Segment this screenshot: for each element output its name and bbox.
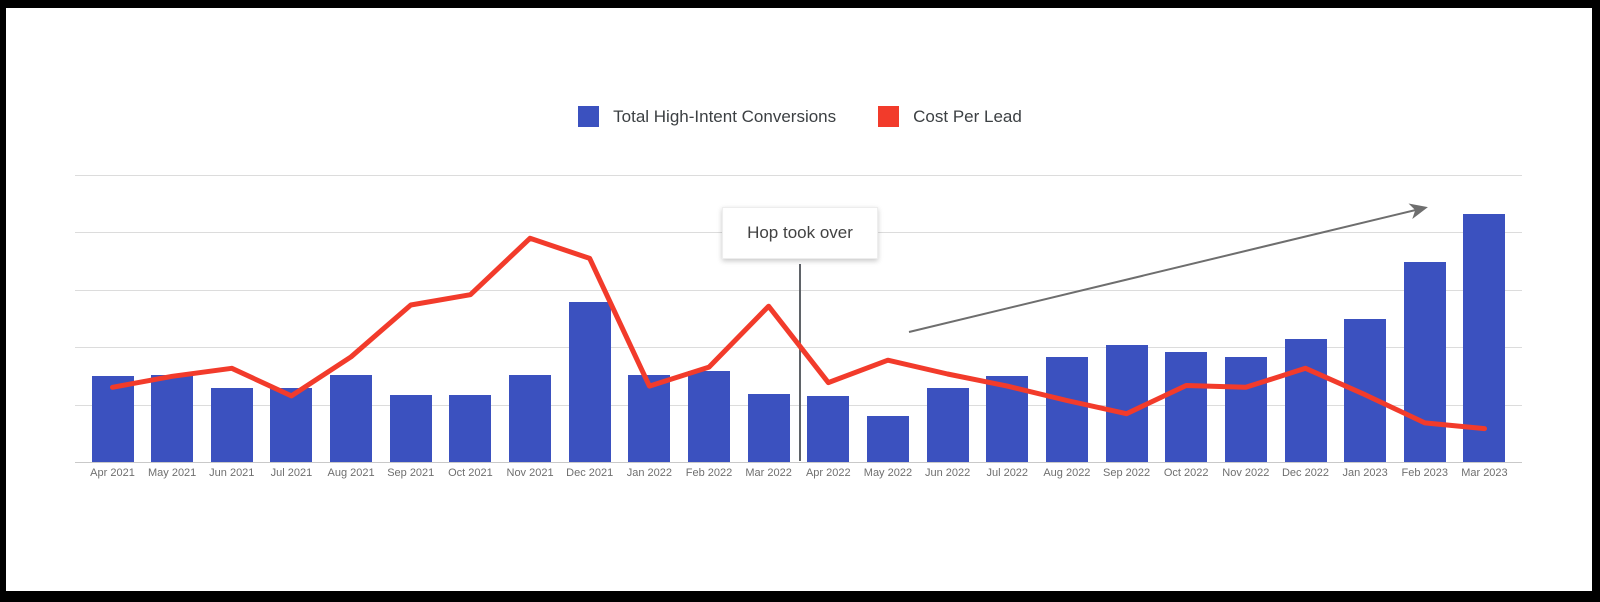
bar-jul-2022 — [986, 375, 1029, 462]
conversions-swatch-icon — [578, 106, 600, 127]
bar-aug-2022 — [1045, 357, 1088, 462]
chart-legend: Total High-Intent Conversions Cost Per L… — [0, 106, 1600, 127]
legend-item-cost-per-lead: Cost Per Lead — [878, 106, 1022, 127]
x-axis-label: Sep 2022 — [1102, 467, 1151, 479]
x-axis-label: Feb 2022 — [685, 467, 733, 479]
bar-sep-2021 — [389, 395, 432, 462]
trend-arrow — [908, 203, 1428, 333]
frame-border-right — [1592, 0, 1600, 602]
x-axis-label: Aug 2021 — [327, 467, 375, 479]
frame-border-left — [0, 0, 6, 602]
bar-oct-2021 — [449, 395, 492, 462]
x-axis-label: Jul 2021 — [270, 467, 313, 479]
bar-jun-2022 — [926, 387, 969, 462]
x-axis-label: Jul 2022 — [986, 467, 1029, 479]
bar-apr-2021 — [91, 375, 134, 462]
x-axis-label: May 2021 — [147, 467, 197, 479]
cost-per-lead-line — [110, 235, 1487, 432]
x-axis-label: Jun 2021 — [209, 467, 255, 479]
x-axis-label: Jan 2022 — [626, 467, 672, 479]
bar-mar-2022 — [747, 393, 790, 462]
legend-item-conversions: Total High-Intent Conversions — [578, 106, 836, 127]
x-axis-label: Nov 2021 — [506, 467, 554, 479]
bar-feb-2023 — [1403, 262, 1446, 462]
x-axis-label: Mar 2023 — [1461, 467, 1508, 479]
bar-may-2021 — [151, 374, 194, 462]
x-axis-label: Dec 2021 — [566, 467, 614, 479]
bar-jan-2023 — [1344, 318, 1387, 462]
bar-dec-2021 — [568, 301, 611, 462]
bar-feb-2022 — [688, 370, 730, 462]
frame-border-top — [0, 0, 1600, 8]
x-axis-label: Apr 2022 — [805, 467, 851, 479]
x-axis-label: Nov 2022 — [1222, 467, 1270, 479]
bar-jun-2021 — [210, 387, 253, 462]
bar-dec-2022 — [1284, 338, 1327, 462]
x-axis-labels: Apr 2021 May 2021 Jun 2021 Jul 2021 Aug 2021… — [0, 467, 1600, 487]
bar-nov-2021 — [509, 375, 552, 462]
legend-label-conversions: Total High-Intent Conversions — [613, 106, 837, 126]
bar-may-2022 — [866, 416, 909, 462]
bar-aug-2021 — [330, 375, 373, 462]
x-axis-label: Oct 2021 — [448, 467, 493, 479]
x-axis-label: Dec 2022 — [1281, 467, 1330, 479]
bar-jul-2021 — [270, 388, 313, 462]
x-axis-label: May 2022 — [863, 467, 913, 479]
x-axis-label: Jan 2023 — [1342, 467, 1388, 479]
x-axis-line — [75, 462, 1522, 463]
takeover-annotation-text: Hop took over — [747, 223, 853, 242]
bar-oct-2022 — [1165, 352, 1208, 462]
bar-sep-2022 — [1105, 345, 1148, 462]
x-axis-label: Mar 2022 — [745, 467, 792, 479]
x-axis-label: Jun 2022 — [924, 467, 971, 479]
frame-border-bottom — [0, 591, 1600, 602]
bar-apr-2022 — [807, 395, 850, 462]
bar-mar-2023 — [1463, 213, 1506, 462]
bar-jan-2022 — [628, 374, 671, 462]
cost-per-lead-swatch-icon — [878, 106, 900, 127]
x-axis-label: Aug 2022 — [1043, 467, 1091, 479]
bar-nov-2022 — [1224, 357, 1267, 462]
legend-label-cost-per-lead: Cost Per Lead — [913, 106, 1022, 126]
x-axis-label: Feb 2023 — [1401, 467, 1449, 479]
gridline — [75, 289, 1522, 291]
x-axis-label: Apr 2021 — [90, 467, 135, 479]
x-axis-label: Oct 2022 — [1163, 467, 1209, 479]
takeover-annotation-box: Hop took over — [722, 207, 878, 259]
x-axis-label: Sep 2021 — [387, 467, 435, 479]
gridline — [75, 174, 1522, 176]
